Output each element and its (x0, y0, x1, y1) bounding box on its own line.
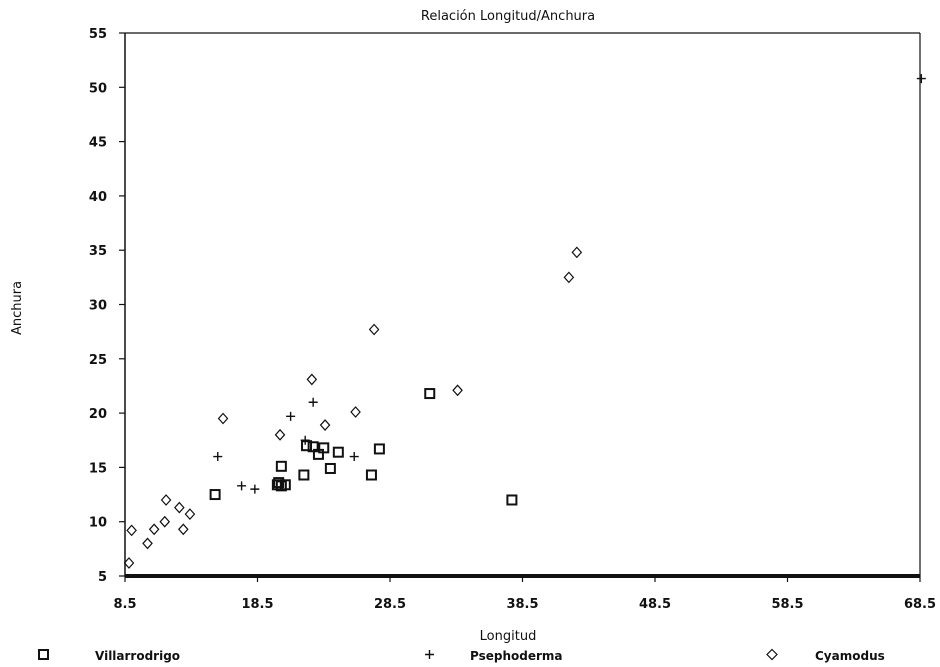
y-tick-label: 10 (89, 516, 107, 531)
legend: Villarrodrigo Psephoderma Cyamodus (38, 648, 885, 663)
point-cyamodus (126, 524, 137, 537)
point-villarrodrigo (365, 469, 377, 481)
point-cyamodus (174, 501, 185, 514)
point-psephoderma (237, 481, 247, 491)
point-villarrodrigo (279, 479, 291, 491)
y-tick-label: 55 (89, 27, 107, 42)
point-cyamodus (563, 271, 575, 284)
x-tick-label: 58.5 (771, 597, 803, 612)
point-cyamodus (148, 523, 160, 536)
point-cyamodus (123, 557, 135, 569)
point-cyamodus (142, 537, 153, 550)
point-psephoderma (308, 397, 318, 407)
point-psephoderma (250, 484, 260, 494)
point-cyamodus (159, 515, 171, 528)
point-cyamodus (319, 419, 331, 431)
point-villarrodrigo (273, 477, 285, 489)
square-marker-icon (38, 649, 49, 660)
x-tick-label: 28.5 (374, 597, 406, 612)
y-tick-label: 45 (89, 136, 107, 151)
point-cyamodus (160, 494, 172, 506)
point-cyamodus (217, 412, 229, 425)
legend-item-psephoderma: Psephoderma (425, 649, 563, 663)
point-cyamodus (184, 508, 196, 520)
point-cyamodus (571, 246, 583, 259)
legend-item-cyamodus: Cyamodus (766, 648, 885, 663)
point-villarrodrigo (332, 446, 344, 458)
y-tick-label: 30 (89, 299, 107, 314)
legend-label-psephoderma: Psephoderma (470, 649, 563, 663)
point-villarrodrigo (275, 460, 287, 472)
point-cyamodus (368, 323, 380, 336)
y-tick-label: 15 (89, 461, 107, 476)
plus-marker-icon (425, 650, 434, 659)
chart-title: Relación Longitud/Anchura (421, 9, 595, 24)
legend-item-villarrodrigo: Villarrodrigo (38, 649, 180, 663)
y-tick-label: 25 (89, 353, 107, 368)
x-axis-ticks: 8.5 18.5 28.5 38.5 48.5 58.5 68.5 (113, 576, 936, 612)
y-tick-label: 20 (89, 407, 107, 422)
legend-label-villarrodrigo: Villarrodrigo (95, 649, 180, 663)
y-tick-label: 50 (89, 81, 107, 96)
point-psephoderma (300, 435, 310, 445)
data-points (123, 74, 926, 569)
x-tick-label: 38.5 (506, 597, 538, 612)
point-psephoderma (349, 452, 359, 462)
x-tick-label: 18.5 (241, 597, 273, 612)
point-psephoderma (286, 411, 296, 421)
plot-frame (124, 32, 921, 578)
x-tick-label: 48.5 (639, 597, 671, 612)
y-axis-label: Anchura (10, 281, 25, 335)
y-tick-label: 5 (98, 570, 107, 585)
point-villarrodrigo (298, 469, 310, 481)
y-tick-label: 35 (89, 244, 107, 259)
point-cyamodus (274, 428, 286, 441)
point-villarrodrigo (424, 388, 436, 400)
y-tick-label: 40 (89, 190, 107, 205)
point-villarrodrigo (506, 494, 518, 506)
legend-label-cyamodus: Cyamodus (815, 649, 885, 663)
y-axis-ticks: 5 10 15 20 25 30 35 40 45 50 55 (89, 27, 125, 585)
diamond-marker-icon (766, 648, 778, 661)
point-villarrodrigo (324, 462, 336, 474)
point-cyamodus (350, 406, 361, 418)
point-villarrodrigo (318, 442, 330, 454)
x-tick-label: 68.5 (904, 597, 936, 612)
x-tick-label: 8.5 (113, 597, 136, 612)
x-axis-label: Longitud (480, 629, 537, 644)
point-cyamodus (452, 384, 463, 397)
point-cyamodus (306, 373, 318, 386)
point-villarrodrigo (209, 489, 221, 501)
point-psephoderma (213, 452, 223, 462)
point-cyamodus (177, 523, 189, 536)
point-villarrodrigo (373, 443, 385, 455)
point-psephoderma (916, 74, 926, 84)
point-villarrodrigo (301, 440, 313, 452)
